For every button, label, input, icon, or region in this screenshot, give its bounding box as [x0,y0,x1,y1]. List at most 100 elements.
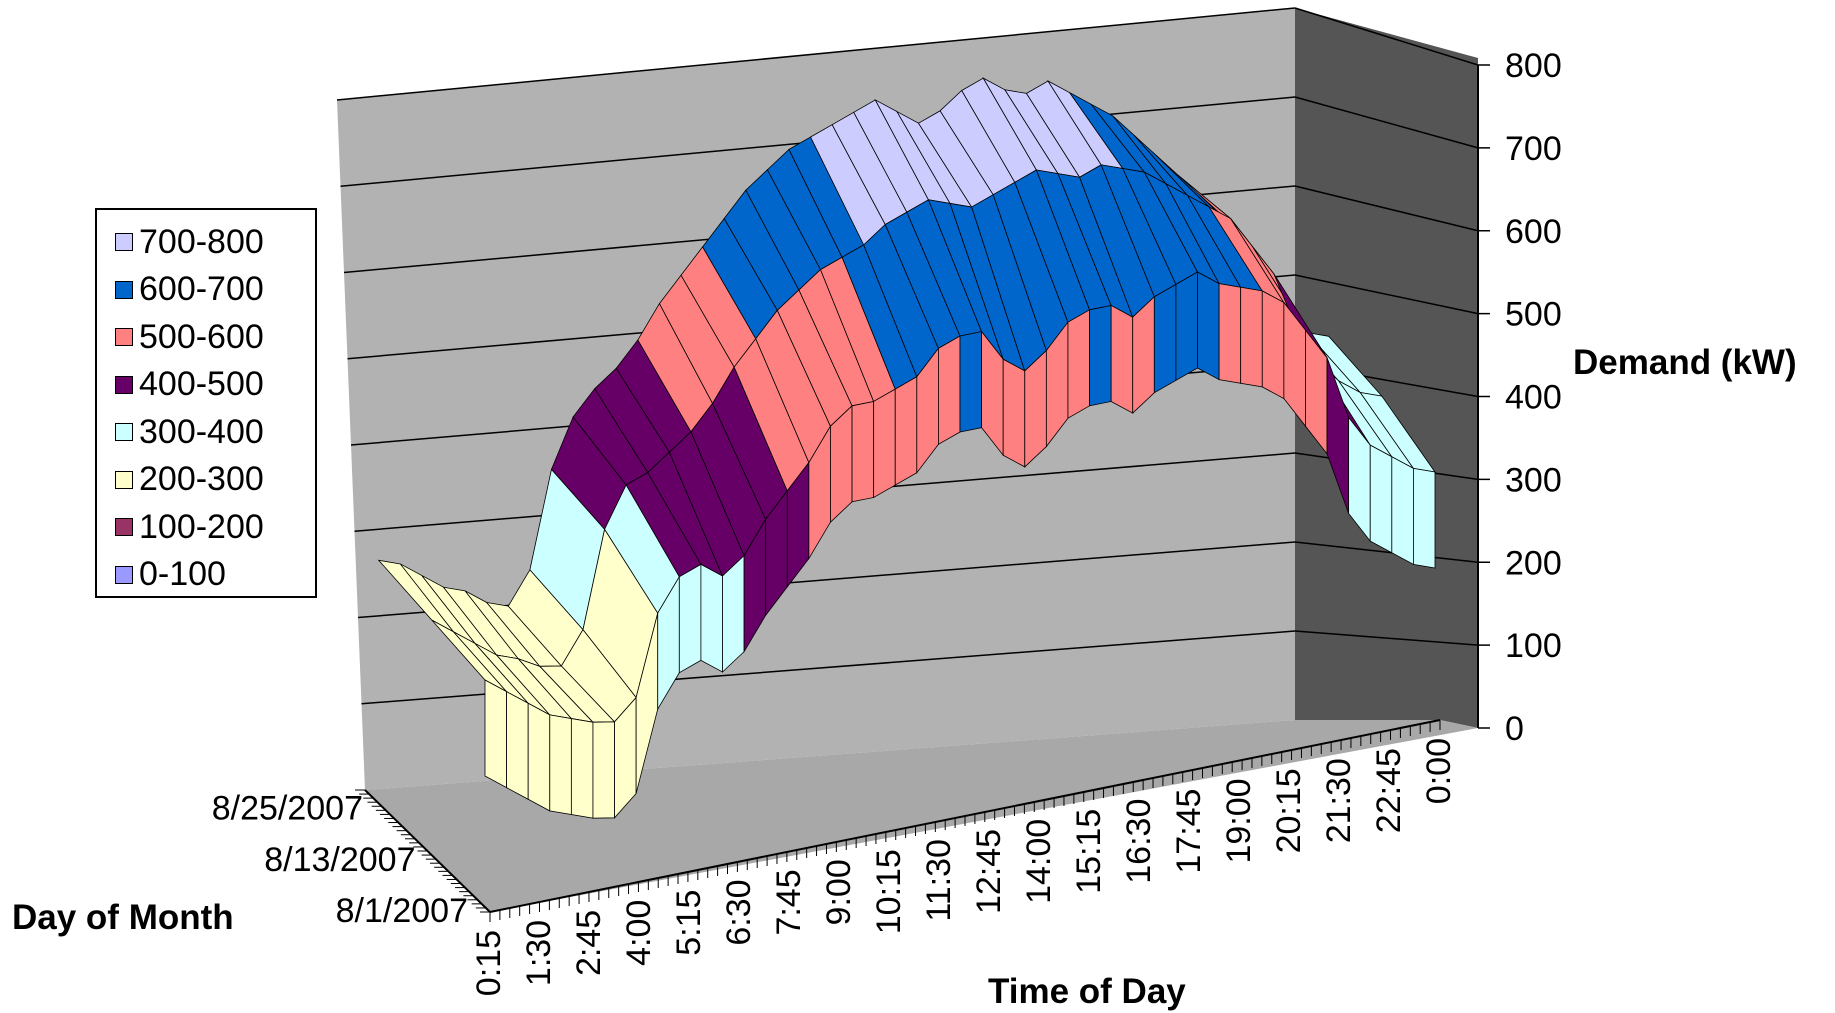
legend-item: 0-100 [115,555,226,595]
z-tick-label: 500 [1505,296,1562,334]
z-axis-title: Demand (kW) [1573,343,1797,382]
x-tick-label: 0:00 [1420,738,1458,804]
surface-front [1218,283,1242,384]
legend-swatch [115,280,133,299]
y-tick-label: 8/25/2007 [212,790,363,828]
z-tick-label: 600 [1505,213,1562,251]
gridline-side [1294,274,1479,315]
y-tick-label: 8/13/2007 [264,841,415,879]
surface-front [1261,290,1285,400]
z-axis: 0 100 200 300 400 500 600 700 800 [1477,47,1562,748]
surface-front [959,331,982,433]
x-tick-label: 2:45 [570,910,608,976]
z-tick-label: 0 [1505,710,1524,748]
x-tick-label: 14:00 [1020,819,1058,904]
gridline-side [1294,541,1479,563]
surface-front [527,702,551,812]
x-tick-label: 10:15 [870,849,908,934]
legend-label: 500-600 [139,317,264,356]
surface-front [570,718,594,819]
legend-label: 300-400 [139,412,264,451]
x-tick-label: 9:00 [820,859,858,925]
legend: 700-800 600-700 500-600 400-500 300-400 200-3… [95,208,317,598]
x-tick-label: 16:30 [1120,799,1158,884]
gridline [336,7,1296,101]
gridline-side [1294,96,1479,149]
legend-item: 100-200 [115,507,264,547]
legend-swatch [115,233,133,251]
surface-front [938,335,961,446]
y-tick-label: 8/1/2007 [336,892,468,930]
legend-label: 0-100 [139,555,226,593]
y-axis: 8/1/2007 8/13/2007 8/25/2007 [212,789,491,930]
z-tick-label: 700 [1505,130,1562,168]
surface-front [1369,444,1393,554]
x-tick-label: 6:30 [720,879,758,945]
surface-front [1240,286,1263,388]
surface-front [1391,456,1414,566]
surface-front [1197,271,1220,381]
x-tick-label: 15:15 [1070,809,1108,894]
x-tick-label: 22:45 [1370,748,1408,833]
legend-swatch [115,518,133,536]
surface-front [873,388,896,499]
surface-front [549,714,572,816]
surface-front [1175,271,1198,382]
surface-front [894,376,918,486]
surface-front [830,404,853,524]
z-tick-label: 800 [1505,47,1562,85]
surface-front [1110,304,1134,414]
legend-label: 100-200 [139,507,264,546]
z-tick-label: 400 [1505,379,1562,417]
legend-item: 500-600 [115,317,264,357]
surface-front [1132,295,1155,415]
x-tick-label: 4:00 [620,900,658,966]
surface-front [1153,283,1177,394]
surface-front [484,679,507,789]
x-tick-label: 11:30 [920,839,958,922]
legend-item: 300-400 [115,412,264,452]
surface-front [506,690,529,800]
surface-front [1413,467,1436,569]
surface-front [851,400,875,503]
gridline-side [1294,185,1479,232]
gridline-side [1294,630,1479,646]
legend-item: 700-800 [115,222,264,262]
x-tick-label: 7:45 [770,869,808,935]
legend-label: 700-800 [139,222,264,261]
surface-front [722,554,745,673]
surface-front [1002,358,1026,468]
legend-swatch [115,375,133,394]
surface-front [1089,304,1112,407]
legend-swatch [115,470,133,489]
x-tick-label: 1:30 [520,920,558,986]
legend-label: 400-500 [139,365,264,403]
z-tick-label: 300 [1505,461,1562,499]
legend-swatch [115,328,133,346]
surface-front [1024,349,1047,468]
surface-front [678,563,702,674]
legend-label: 600-700 [139,270,264,308]
z-tick-label: 100 [1505,627,1562,665]
surface-plot [377,77,1436,819]
x-tick-label: 5:15 [670,890,708,956]
x-tick-label: 0:15 [470,930,508,996]
surface-front [700,563,723,673]
legend-item: 200-300 [115,460,264,500]
surface-front [592,721,615,819]
legend-swatch [115,565,133,584]
gridline-side [1294,7,1479,66]
x-axis: 0:15 1:30 2:45 4:00 5:15 6:30 7:45 9:00 10:15 11:… [470,719,1458,996]
x-axis-title: Time of Day [988,972,1186,1011]
surface-front [1067,309,1090,419]
x-tick-label: 21:30 [1320,758,1358,843]
x-tick-label: 20:15 [1270,768,1308,853]
x-tick-label: 19:00 [1220,778,1258,863]
legend-label: 200-300 [139,460,264,498]
x-tick-label: 17:45 [1170,789,1208,874]
z-tick-label: 200 [1505,544,1562,582]
x-tick-label: 12:45 [970,829,1008,914]
legend-item: 600-700 [115,270,264,310]
y-axis-title: Day of Month [12,898,234,937]
